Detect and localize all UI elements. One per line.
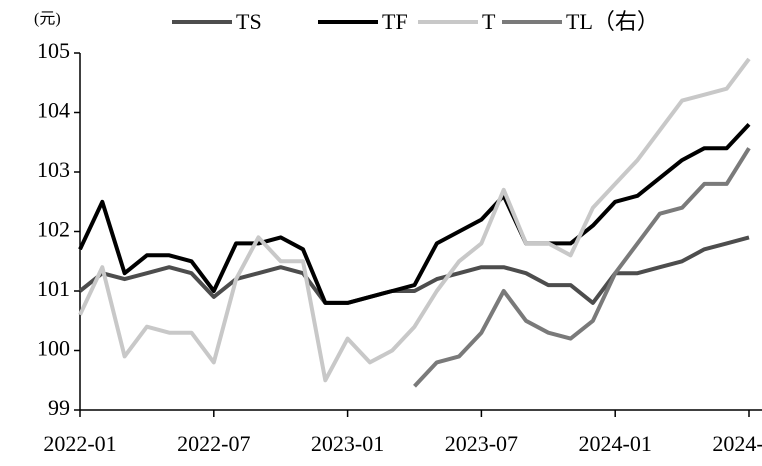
legend-label: TF	[382, 9, 408, 34]
x-tick-label: 2024-07	[712, 431, 762, 456]
x-tick-label: 2022-07	[177, 431, 250, 456]
x-tick-label: 2023-07	[445, 431, 518, 456]
y-tick-label: 104	[37, 98, 70, 123]
y-tick-label: 103	[37, 157, 70, 182]
y-tick-label: 101	[37, 276, 70, 301]
series-line	[413, 147, 751, 388]
x-tick-label: 2023-01	[311, 431, 384, 456]
y-tick-label: 100	[37, 336, 70, 361]
series-line	[78, 57, 751, 383]
legend-label: T	[482, 9, 496, 34]
x-tick-label: 2024-01	[579, 431, 652, 456]
legend-label: TL（右）	[566, 9, 659, 34]
y-tick-label: 105	[37, 38, 70, 63]
legend-label: TS	[236, 9, 262, 34]
y-tick-label: 99	[48, 395, 70, 420]
x-tick-label: 2022-01	[43, 431, 116, 456]
y-tick-label: 102	[37, 217, 70, 242]
series-line	[78, 235, 750, 305]
series-line	[78, 123, 751, 305]
unit-label: (元)	[34, 11, 61, 28]
